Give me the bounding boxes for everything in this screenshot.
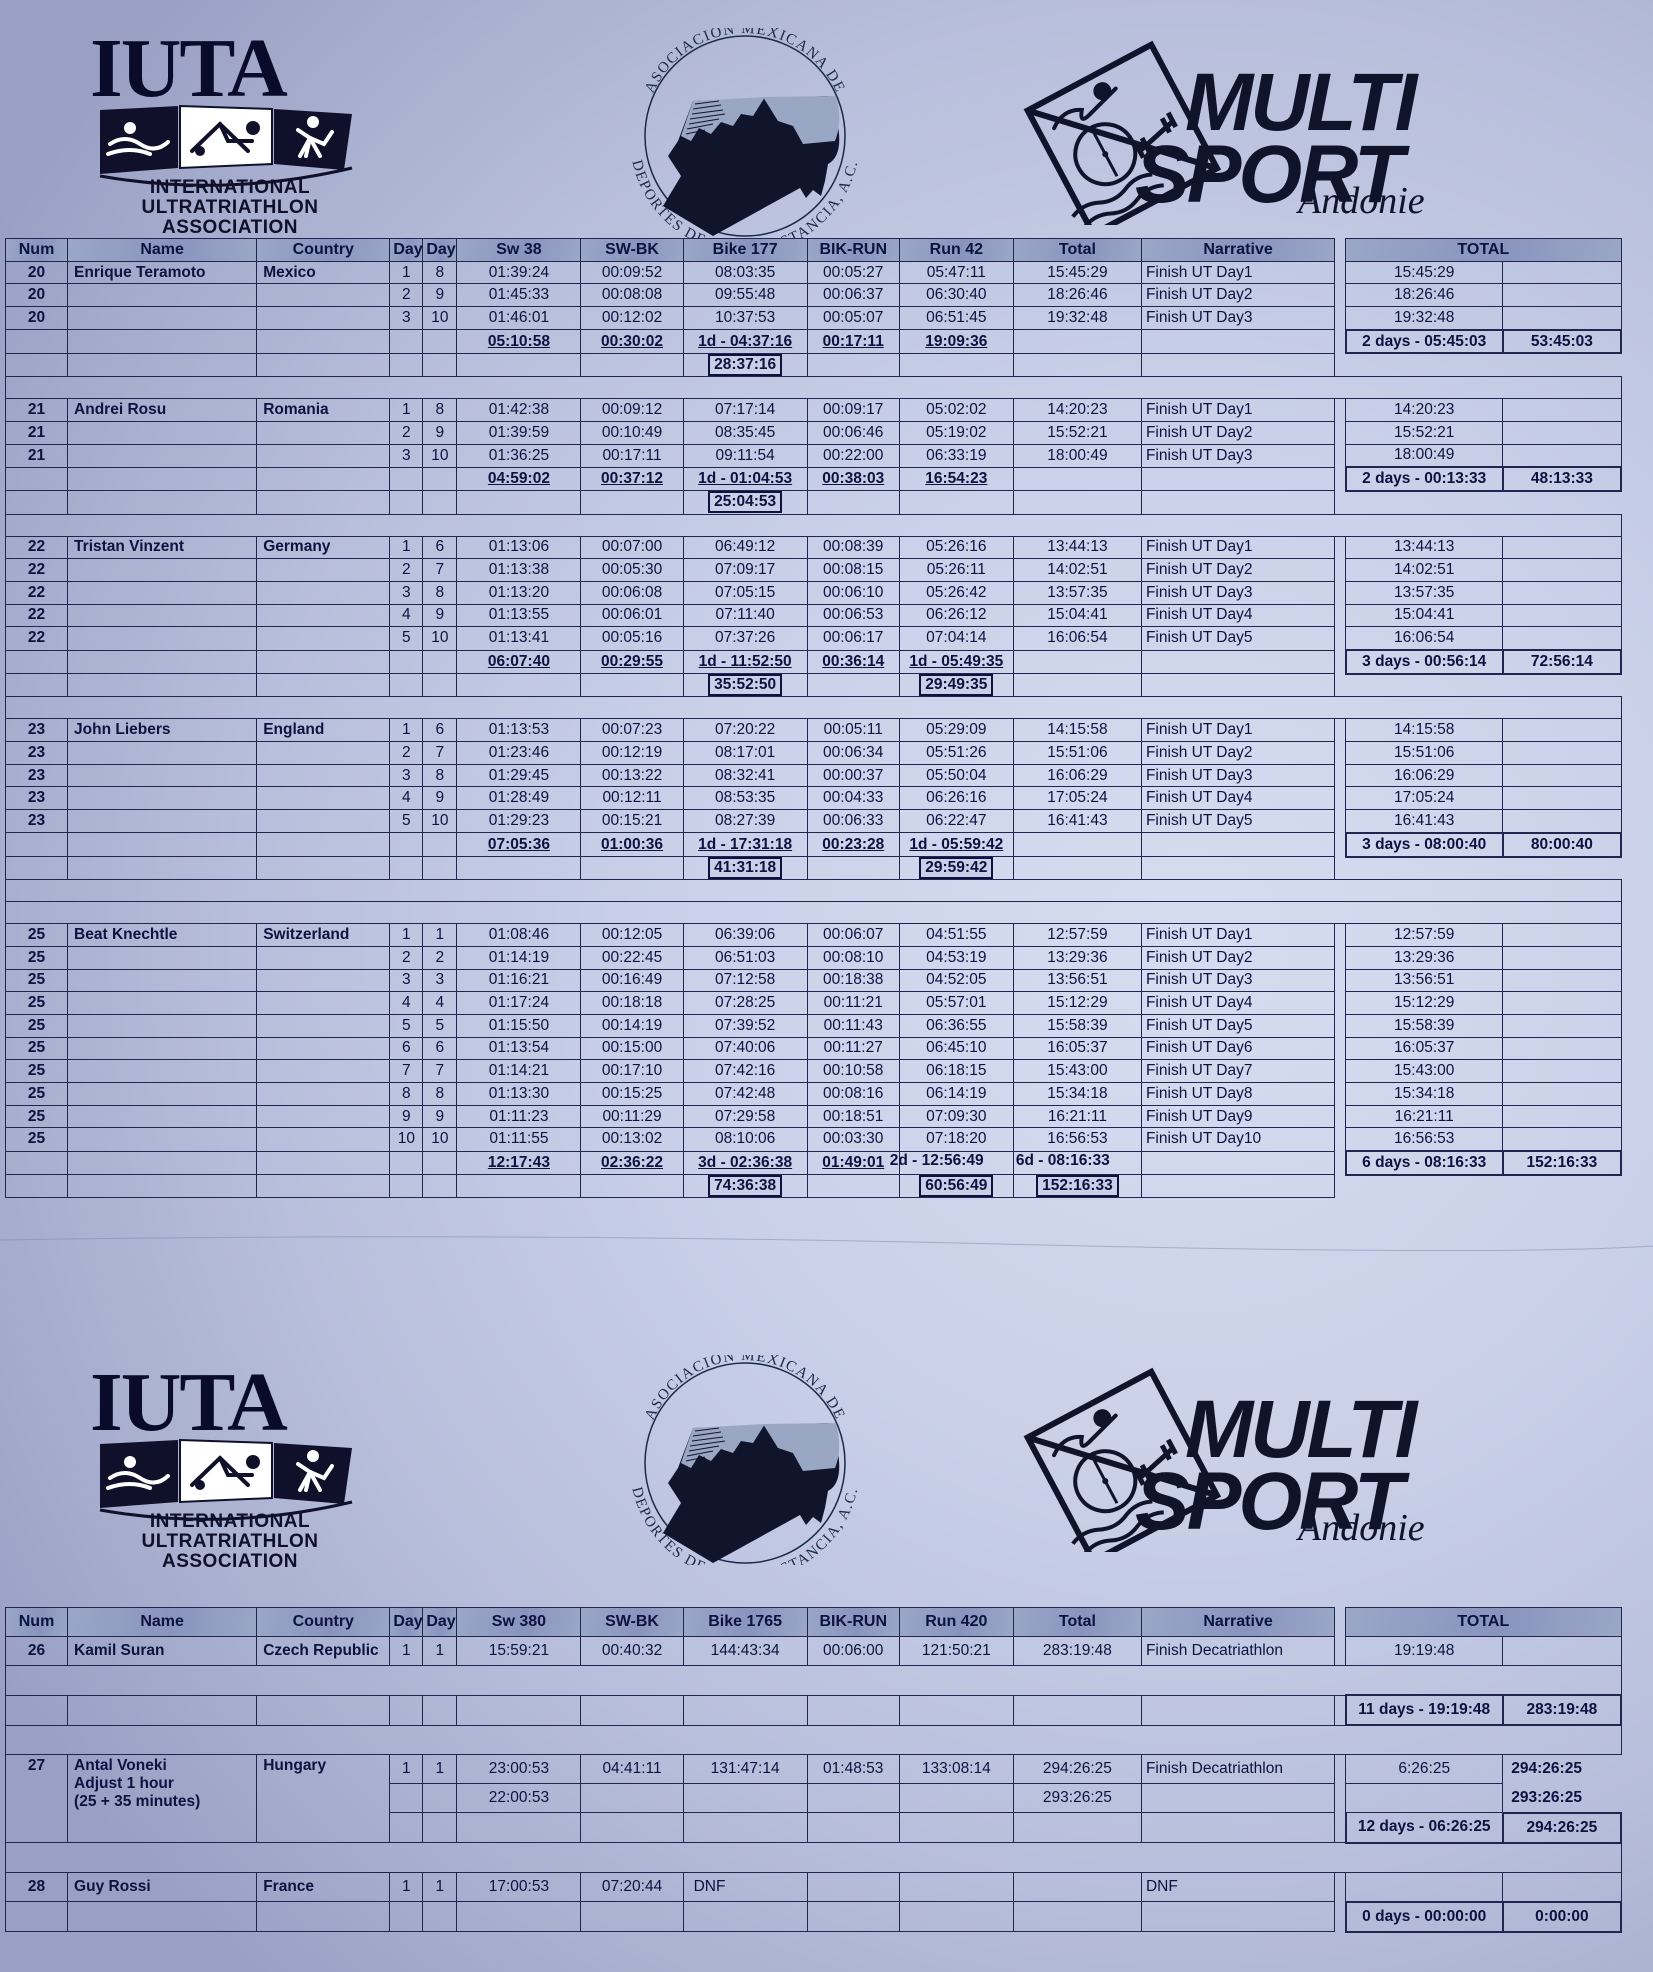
svg-text:Andonie: Andonie: [1295, 1507, 1425, 1549]
svg-text:ULTRATRIATHLON: ULTRATRIATHLON: [142, 197, 319, 218]
svg-text:ASOCIACION MEXICANA DE: ASOCIACION MEXICANA DE: [642, 1355, 848, 1423]
svg-text:ULTRATRIATHLON: ULTRATRIATHLON: [142, 1531, 319, 1552]
svg-text:IUTA: IUTA: [90, 28, 288, 115]
svg-text:ASSOCIATION: ASSOCIATION: [162, 217, 298, 238]
svg-text:INTERNATIONAL: INTERNATIONAL: [150, 177, 310, 198]
svg-text:INTERNATIONAL: INTERNATIONAL: [150, 1511, 310, 1532]
svg-text:IUTA: IUTA: [90, 1362, 288, 1449]
svg-text:ASSOCIATION: ASSOCIATION: [162, 1551, 298, 1572]
svg-text:ASOCIACION MEXICANA DE: ASOCIACION MEXICANA DE: [642, 28, 848, 96]
svg-text:Andonie: Andonie: [1295, 180, 1425, 222]
